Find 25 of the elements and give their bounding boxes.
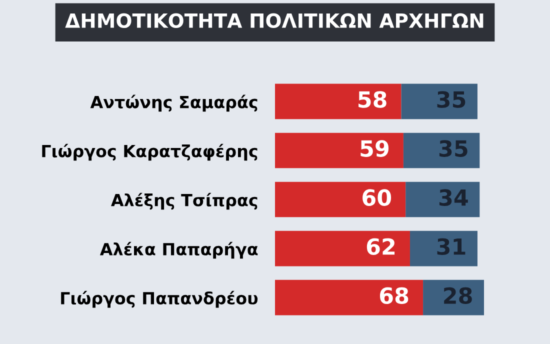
bar xyxy=(275,84,402,120)
y-tick-label: Γιώργος Καρατζαφέρης xyxy=(42,144,258,161)
bar xyxy=(275,280,424,316)
data-label: 60 xyxy=(362,189,392,206)
y-tick-label: Αντώνης Σαμαράς xyxy=(90,94,258,112)
data-label: 35 xyxy=(437,91,466,108)
y-tick-label: Αλέκα Παπαρήγα xyxy=(100,242,258,259)
bar xyxy=(275,230,410,266)
bar xyxy=(275,132,404,168)
data-label: 68 xyxy=(380,287,408,304)
bar xyxy=(275,182,406,218)
data-label: 34 xyxy=(439,189,468,206)
y-tick-label: Αλέξης Τσίπρας xyxy=(111,192,258,210)
data-label: 59 xyxy=(360,140,389,157)
data-label: 35 xyxy=(439,140,468,157)
data-label: 58 xyxy=(358,91,386,108)
bar xyxy=(410,230,478,266)
data-label: 28 xyxy=(444,287,472,304)
data-label: 31 xyxy=(437,238,466,255)
bar xyxy=(401,84,478,120)
bar xyxy=(406,182,480,218)
data-label: 62 xyxy=(366,238,395,255)
y-tick-label: Γιώργος Παπανδρέου xyxy=(61,290,258,308)
chart-title: ΔΗΜΟΤΙΚΟΤΗΤΑ ΠΟΛΙΤΙΚΩΝ ΑΡΧΗΓΩΝ xyxy=(65,13,484,28)
bar xyxy=(403,132,480,168)
